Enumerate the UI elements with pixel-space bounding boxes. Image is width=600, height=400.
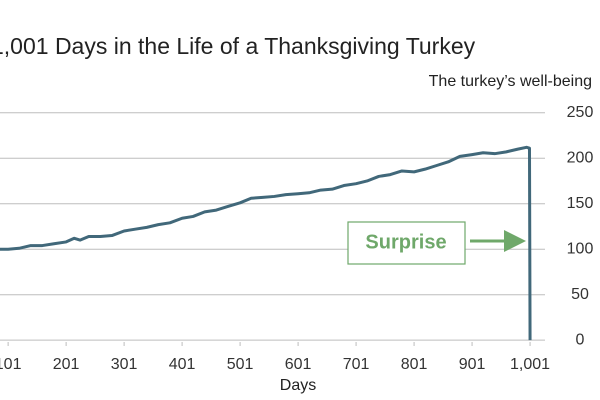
- x-tick-label: 1,001: [510, 356, 550, 373]
- x-tick-label: 501: [227, 356, 254, 373]
- y-tick-label: 200: [567, 149, 594, 166]
- annotation-arrowhead: [504, 230, 526, 252]
- y-tick-label: 100: [567, 240, 594, 257]
- y-axis-label: The turkey’s well-being: [429, 73, 592, 90]
- x-tick-label: 401: [169, 356, 196, 373]
- annotation: Surprise: [365, 231, 446, 253]
- x-axis-label: Days: [280, 377, 316, 394]
- annotation-box: [347, 221, 466, 265]
- x-tick-label: 801: [401, 356, 428, 373]
- x-tick-label: 301: [111, 356, 138, 373]
- x-tick-label: 601: [285, 356, 312, 373]
- chart-title: 1,001 Days in the Life of a Thanksgiving…: [0, 33, 476, 59]
- x-tick-label: 201: [53, 356, 80, 373]
- y-tick-label: 50: [571, 286, 589, 303]
- y-tick-label: 250: [567, 104, 594, 121]
- x-tick-label: 901: [459, 356, 486, 373]
- x-tick-label: 101: [0, 356, 22, 373]
- y-tick-label: 0: [576, 331, 585, 348]
- y-tick-label: 150: [567, 195, 594, 212]
- line: [0, 145, 532, 341]
- x-tick-label: 701: [343, 356, 370, 373]
